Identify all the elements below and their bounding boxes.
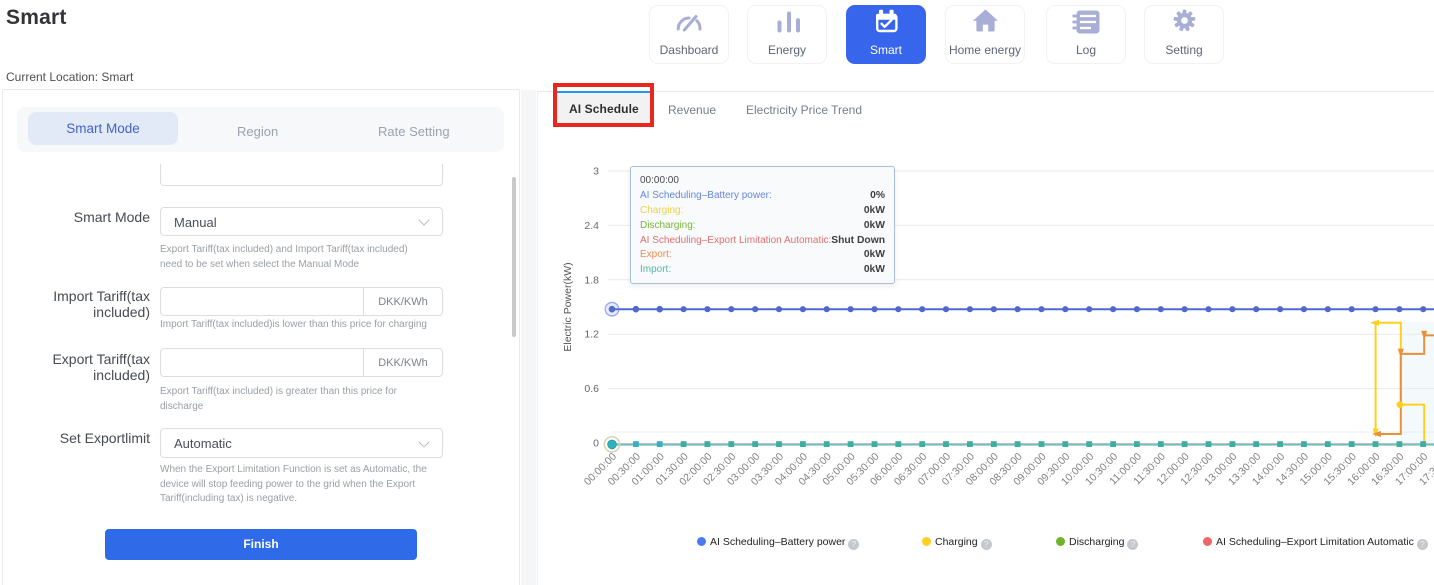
svg-text:0.6: 0.6 [584, 383, 599, 395]
svg-text:0: 0 [593, 438, 599, 450]
svg-text:3: 3 [593, 166, 599, 178]
svg-text:1.8: 1.8 [584, 274, 599, 286]
svg-text:Electric Power(kW): Electric Power(kW) [562, 262, 574, 351]
svg-text:1.2: 1.2 [584, 329, 599, 341]
svg-text:2.4: 2.4 [584, 220, 599, 232]
